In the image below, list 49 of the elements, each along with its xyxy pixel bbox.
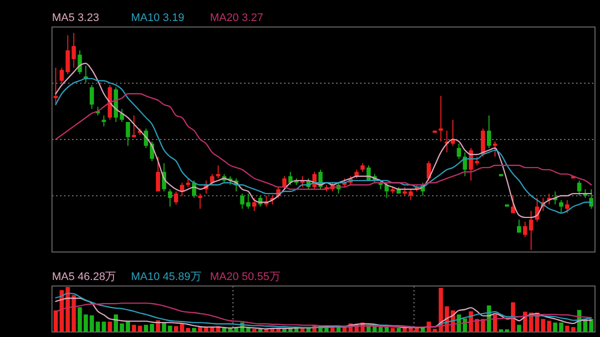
- candlestick: [252, 197, 256, 212]
- bar: [420, 328, 425, 332]
- bar: [258, 328, 262, 332]
- bar: [132, 324, 136, 332]
- candlestick: [174, 190, 178, 205]
- bar: [174, 326, 178, 332]
- bar: [180, 324, 184, 332]
- bar: [120, 323, 124, 332]
- candlestick: [78, 50, 82, 75]
- candlestick: [456, 143, 462, 160]
- candlestick: [168, 188, 172, 208]
- bar: [252, 328, 256, 332]
- text: MA20 3.27: [210, 12, 264, 24]
- text: MA10 3.19: [131, 12, 184, 24]
- bar: [186, 328, 190, 332]
- bar: [192, 328, 196, 332]
- candlestick: [492, 141, 498, 158]
- candlestick: [126, 121, 130, 146]
- candlestick: [486, 114, 492, 149]
- candlestick: [565, 200, 570, 214]
- candlestick: [102, 114, 106, 127]
- candlestick: [54, 67, 58, 106]
- candlestick: [90, 84, 94, 110]
- bar: [390, 328, 395, 332]
- bar: [144, 324, 148, 332]
- candlestick: [210, 174, 214, 186]
- bar: [168, 326, 172, 332]
- candlestick: [384, 182, 389, 198]
- candlestick: [522, 221, 528, 238]
- bar: [198, 327, 202, 332]
- candlestick: [438, 95, 443, 142]
- candlestick: [577, 180, 582, 196]
- bar: [162, 322, 166, 332]
- candlestick: [559, 200, 564, 214]
- text: MA10 45.89万: [131, 271, 202, 283]
- candlestick: [156, 156, 160, 192]
- bar: [396, 328, 401, 332]
- bar: [516, 324, 522, 332]
- candlestick: [216, 164, 220, 179]
- bar: [108, 322, 112, 332]
- candlestick: [426, 160, 431, 182]
- series-label: MA5 46.28万: [52, 271, 116, 283]
- candlestick: [516, 219, 522, 234]
- bar: [138, 326, 142, 332]
- candlestick: [589, 188, 594, 210]
- text: MA5 3.23: [52, 12, 100, 24]
- candlestick: [529, 210, 534, 250]
- bar: [150, 324, 154, 332]
- text: MA20 50.55万: [210, 271, 280, 283]
